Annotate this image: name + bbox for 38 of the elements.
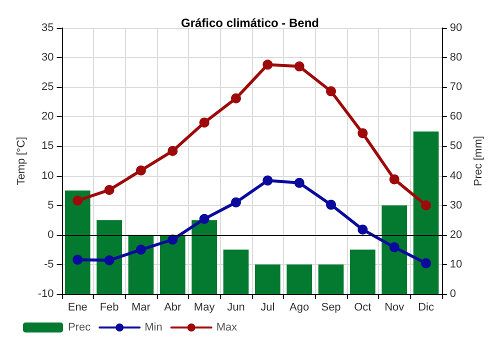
x-tick-label: Jul <box>260 302 275 314</box>
x-tick-label: Oct <box>354 302 372 314</box>
y-tick-label: 15 <box>42 140 54 152</box>
y-tick-label: 10 <box>42 170 54 182</box>
legend-label: Prec <box>68 322 92 334</box>
y-tick-label: 25 <box>42 81 54 94</box>
y2-tick-label: 70 <box>450 81 462 94</box>
x-tick-label: Jun <box>227 302 245 314</box>
y2-tick-label: 80 <box>450 52 462 64</box>
x-tick-label: Mar <box>132 302 151 314</box>
y-tick-label: 35 <box>42 22 54 34</box>
y2-tick-label: 10 <box>450 258 462 270</box>
x-tick-label: May <box>194 302 216 314</box>
y-tick-label: 5 <box>48 199 54 212</box>
x-tick-label: Dic <box>418 302 434 314</box>
legend-label: Max <box>216 322 238 334</box>
legend-label: Min <box>144 322 162 334</box>
y2-tick-label: 50 <box>450 140 462 152</box>
y2-tick-label: 60 <box>450 110 462 123</box>
y-tick-label: -10 <box>38 288 54 300</box>
y2-tick-label: 0 <box>450 288 456 300</box>
y2-tick-label: 40 <box>450 170 462 182</box>
y-tick-label: 0 <box>48 228 54 241</box>
x-tick-label: Nov <box>384 302 405 314</box>
x-tick-label: Ago <box>290 302 310 314</box>
x-tick-label: Feb <box>100 302 119 314</box>
y2-axis-title: Prec [mm] <box>472 136 484 186</box>
chart-title: Gráfico climático - Bend <box>180 16 320 30</box>
y-axis-title: Temp [°C] <box>16 136 28 186</box>
y2-tick-label: 30 <box>450 199 462 212</box>
y-tick-label: -5 <box>44 258 54 270</box>
y2-tick-label: 90 <box>450 22 462 34</box>
y-tick-label: 20 <box>42 110 54 123</box>
x-tick-label: Abr <box>164 302 182 314</box>
x-tick-label: Sep <box>321 302 341 314</box>
y2-tick-label: 20 <box>450 228 462 241</box>
x-tick-label: Ene <box>68 302 88 314</box>
y-tick-label: 30 <box>42 52 54 64</box>
